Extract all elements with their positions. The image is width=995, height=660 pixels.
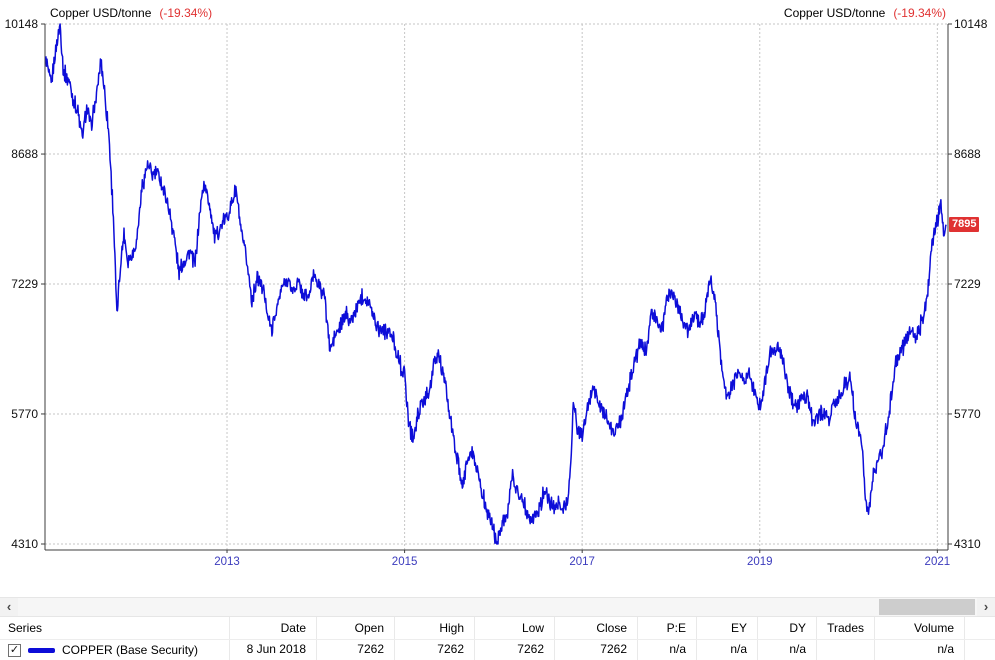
- cell-date: 8 Jun 2018: [230, 640, 317, 660]
- chart-title-right-text: Copper USD/tonne: [783, 6, 886, 20]
- cell-close: 7262: [555, 640, 638, 660]
- x-axis-label: 2017: [569, 556, 595, 568]
- x-axis-label: 2015: [392, 556, 418, 568]
- series-color-swatch: [28, 647, 55, 653]
- x-axis-label: 2021: [925, 556, 951, 568]
- scroll-right-button[interactable]: ›: [977, 598, 995, 616]
- scrollbar-thumb[interactable]: [879, 599, 975, 615]
- table-row[interactable]: ✓ COPPER (Base Security) 8 Jun 2018 7262…: [0, 640, 995, 660]
- column-header-date: Date: [230, 617, 317, 639]
- y-axis-label-right: 10148: [954, 17, 988, 31]
- cell-spacer: [965, 640, 995, 660]
- chart-title-left-text: Copper USD/tonne: [50, 6, 152, 20]
- cell-dy: n/a: [758, 640, 817, 660]
- y-axis-label-right: 7229: [954, 277, 981, 291]
- table-header: Series Date Open High Low Close P:E EY D…: [0, 617, 995, 640]
- scroll-left-button[interactable]: ‹: [0, 598, 18, 616]
- column-header-open: Open: [317, 617, 395, 639]
- column-header-trades: Trades: [817, 617, 875, 639]
- x-axis-label: 2013: [214, 556, 240, 568]
- x-axis-label: 2019: [747, 556, 773, 568]
- y-axis-label-left: 7229: [11, 277, 38, 291]
- series-cell: ✓ COPPER (Base Security): [0, 640, 230, 660]
- y-axis-label-left: 4310: [11, 537, 38, 551]
- scroll-right-icon: ›: [983, 599, 989, 614]
- series-panel: ‹ › Series Date Open High Low Close P:E …: [0, 597, 995, 660]
- column-header-spacer: [965, 617, 995, 639]
- cell-pe: n/a: [638, 640, 697, 660]
- y-axis-label-right: 5770: [954, 407, 981, 421]
- cell-high: 7262: [395, 640, 475, 660]
- price-chart[interactable]: 10148 10148 8688 8688 7229 7229 5770 5770 4310 43…: [0, 0, 995, 595]
- chart-title-right: Copper USD/tonne (-19.34%): [784, 6, 946, 20]
- column-header-pe: P:E: [638, 617, 697, 639]
- series-name: COPPER (Base Security): [62, 642, 199, 657]
- chart-title-left: Copper USD/tonne (-19.34%): [50, 6, 212, 20]
- column-header-dy: DY: [758, 617, 817, 639]
- scroll-left-icon: ‹: [6, 599, 12, 614]
- column-header-ey: EY: [697, 617, 758, 639]
- cell-open: 7262: [317, 640, 395, 660]
- cell-volume: n/a: [875, 640, 965, 660]
- cell-ey: n/a: [697, 640, 758, 660]
- y-axis-label-right: 4310: [954, 537, 981, 551]
- cell-trades: [817, 640, 875, 660]
- y-axis-label-left: 10148: [5, 17, 39, 31]
- y-axis-label-left: 5770: [11, 407, 38, 421]
- last-price-badge: 7895: [949, 216, 980, 232]
- cell-low: 7262: [475, 640, 555, 660]
- y-axis-label-left: 8688: [11, 147, 38, 161]
- column-header-volume: Volume: [875, 617, 965, 639]
- column-header-close: Close: [555, 617, 638, 639]
- checkmark-icon: ✓: [9, 643, 20, 656]
- horizontal-scrollbar[interactable]: ‹ ›: [0, 597, 995, 617]
- chart-area[interactable]: 10148 10148 8688 8688 7229 7229 5770 5770 4310 43…: [0, 0, 995, 595]
- price-line: [45, 23, 947, 545]
- chart-change-left: (-19.34%): [159, 6, 213, 20]
- y-axis-label-right: 8688: [954, 147, 981, 161]
- series-checkbox[interactable]: ✓: [8, 643, 21, 657]
- chart-change-right: (-19.34%): [893, 6, 946, 20]
- column-header-high: High: [395, 617, 475, 639]
- column-header-series: Series: [0, 617, 230, 639]
- column-header-low: Low: [475, 617, 555, 639]
